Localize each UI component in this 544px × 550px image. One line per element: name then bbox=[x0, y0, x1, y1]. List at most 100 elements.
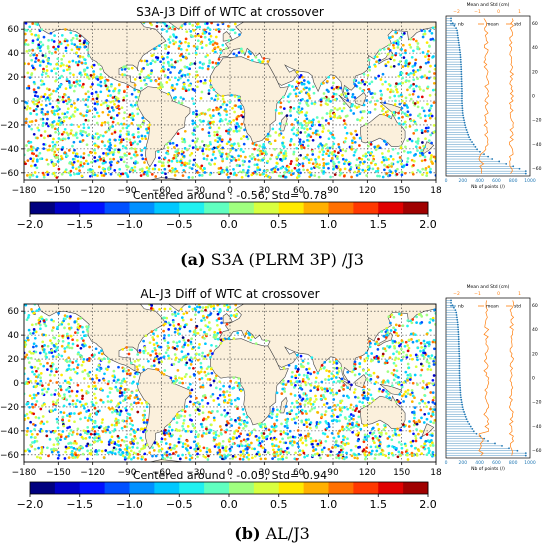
crossover-point bbox=[125, 94, 129, 98]
crossover-point bbox=[182, 154, 186, 158]
crossover-point bbox=[113, 169, 117, 172]
crossover-point bbox=[400, 394, 404, 398]
crossover-point bbox=[54, 388, 58, 392]
crossover-point bbox=[144, 83, 147, 87]
crossover-point bbox=[198, 25, 202, 29]
crossover-point bbox=[220, 138, 224, 142]
crossover-point bbox=[368, 82, 371, 86]
crossover-point bbox=[266, 451, 270, 454]
colorbar-swatch bbox=[154, 202, 180, 214]
crossover-point bbox=[240, 50, 244, 53]
crossover-point bbox=[409, 150, 412, 154]
crossover-point bbox=[207, 321, 211, 324]
crossover-point bbox=[205, 22, 209, 25]
crossover-point bbox=[56, 112, 60, 116]
crossover-point bbox=[144, 157, 148, 161]
crossover-point bbox=[101, 401, 105, 404]
crossover-point bbox=[35, 113, 39, 116]
crossover-point bbox=[306, 153, 309, 157]
crossover-point bbox=[100, 440, 104, 444]
crossover-point bbox=[133, 78, 137, 81]
crossover-point bbox=[50, 52, 54, 55]
crossover-point bbox=[29, 164, 33, 168]
crossover-point bbox=[188, 67, 192, 71]
crossover-point bbox=[121, 73, 124, 76]
crossover-point bbox=[277, 134, 281, 137]
crossover-point bbox=[162, 61, 166, 65]
crossover-point bbox=[228, 119, 231, 123]
crossover-point bbox=[85, 325, 88, 328]
crossover-point bbox=[350, 383, 353, 387]
crossover-point bbox=[344, 94, 348, 98]
crossover-point bbox=[216, 323, 219, 327]
crossover-point bbox=[222, 384, 225, 388]
crossover-point bbox=[275, 452, 279, 456]
crossover-point bbox=[134, 95, 138, 99]
crossover-point bbox=[105, 87, 109, 91]
crossover-point bbox=[394, 374, 397, 377]
crossover-point bbox=[278, 127, 282, 131]
crossover-point bbox=[399, 454, 402, 457]
crossover-point bbox=[74, 33, 78, 37]
crossover-point bbox=[287, 100, 291, 104]
crossover-point bbox=[406, 157, 410, 160]
crossover-point bbox=[177, 71, 181, 75]
crossover-point bbox=[342, 174, 346, 178]
crossover-point bbox=[281, 174, 285, 178]
crossover-point bbox=[62, 116, 66, 119]
crossover-point bbox=[99, 90, 103, 94]
crossover-point bbox=[191, 139, 195, 143]
crossover-point bbox=[197, 371, 201, 375]
crossover-point bbox=[181, 453, 184, 457]
crossover-point bbox=[104, 172, 108, 176]
crossover-point bbox=[143, 78, 146, 82]
crossover-point bbox=[186, 78, 190, 82]
crossover-point bbox=[247, 331, 251, 335]
crossover-point bbox=[37, 43, 41, 47]
crossover-point bbox=[373, 107, 377, 111]
crossover-point bbox=[295, 80, 299, 84]
crossover-point bbox=[52, 172, 56, 175]
crossover-point bbox=[400, 173, 404, 177]
crossover-point bbox=[48, 373, 52, 377]
crossover-point bbox=[201, 147, 205, 151]
crossover-point bbox=[64, 87, 68, 90]
crossover-point bbox=[346, 92, 350, 96]
crossover-point bbox=[232, 337, 236, 340]
crossover-point bbox=[262, 156, 266, 160]
crossover-point bbox=[311, 439, 315, 443]
crossover-point bbox=[384, 156, 387, 160]
crossover-point bbox=[79, 162, 83, 165]
crossover-point bbox=[73, 106, 77, 110]
crossover-point bbox=[297, 107, 300, 111]
crossover-point bbox=[428, 449, 431, 453]
crossover-point bbox=[378, 387, 382, 391]
crossover-point bbox=[64, 168, 68, 172]
crossover-point bbox=[332, 361, 336, 364]
crossover-point bbox=[409, 37, 413, 41]
crossover-point bbox=[46, 134, 50, 138]
nb-point bbox=[505, 162, 508, 165]
crossover-point bbox=[423, 155, 427, 159]
crossover-point bbox=[396, 40, 400, 44]
crossover-point bbox=[356, 118, 359, 122]
crossover-point bbox=[332, 136, 336, 140]
crossover-point bbox=[33, 447, 37, 451]
nb-point bbox=[483, 153, 485, 156]
crossover-point bbox=[183, 65, 187, 69]
crossover-point bbox=[194, 34, 197, 38]
crossover-point bbox=[30, 58, 34, 62]
crossover-point bbox=[327, 75, 331, 79]
crossover-point bbox=[136, 456, 140, 460]
crossover-point bbox=[394, 364, 398, 368]
crossover-point bbox=[65, 131, 69, 135]
crossover-point bbox=[331, 446, 334, 449]
colorbar-tick-label: −0.5 bbox=[166, 218, 193, 231]
crossover-point bbox=[62, 69, 66, 72]
crossover-point bbox=[391, 157, 395, 161]
crossover-point bbox=[37, 321, 41, 325]
crossover-point bbox=[270, 153, 274, 157]
crossover-point bbox=[232, 52, 236, 56]
crossover-point bbox=[414, 70, 417, 74]
crossover-point bbox=[100, 174, 104, 177]
